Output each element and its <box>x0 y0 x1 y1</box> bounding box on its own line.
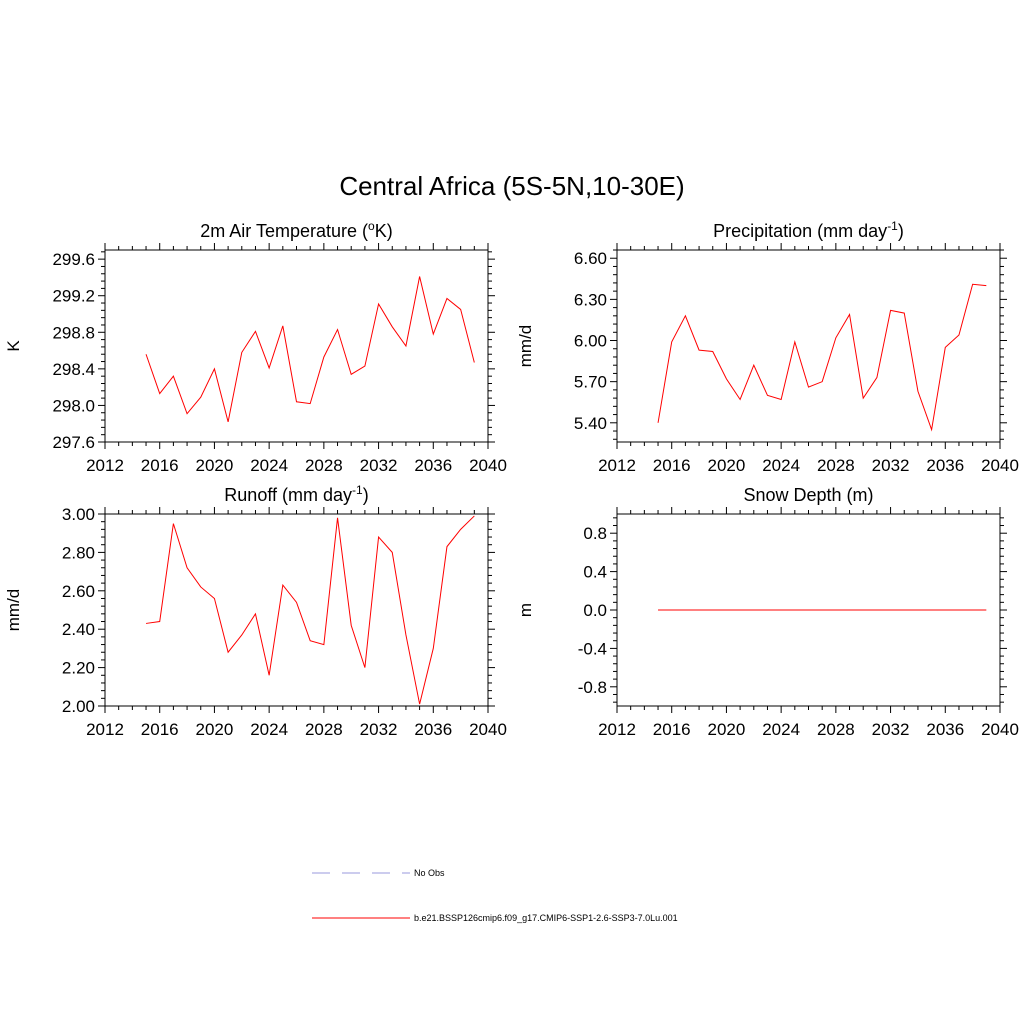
x-tick-label: 2016 <box>141 720 179 739</box>
y-tick-label: 299.2 <box>52 287 95 306</box>
panel-title: 2m Air Temperature (oK) <box>200 219 392 241</box>
title-text: K) <box>375 221 393 241</box>
legend-label: b.e21.BSSP126cmip6.f09_g17.CMIP6-SSP1-2.… <box>414 913 678 923</box>
x-tick-label: 2028 <box>305 720 343 739</box>
y-axis-label: mm/d <box>4 589 23 632</box>
panel-title: Precipitation (mm day-1) <box>713 219 904 241</box>
figure-title: Central Africa (5S-5N,10-30E) <box>339 171 684 201</box>
y-tick-label: 5.70 <box>574 373 607 392</box>
x-tick-label: 2036 <box>926 456 964 475</box>
x-tick-label: 2012 <box>86 720 124 739</box>
title-text: Runoff (mm day <box>224 485 352 505</box>
y-tick-label: 2.80 <box>62 543 95 562</box>
x-tick-label: 2028 <box>817 720 855 739</box>
y-tick-label: 297.6 <box>52 433 95 452</box>
title-text: Precipitation (mm day <box>713 221 887 241</box>
panel-title: Runoff (mm day-1) <box>224 483 368 505</box>
plot-frame <box>104 249 489 443</box>
y-axis-label: mm/d <box>516 325 535 368</box>
y-tick-label: 2.00 <box>62 697 95 716</box>
y-axis-label: m <box>516 603 535 617</box>
y-tick-label: 3.00 <box>62 505 95 524</box>
title-text: Snow Depth (m) <box>743 485 873 505</box>
x-tick-label: 2040 <box>469 456 507 475</box>
x-tick-label: 2032 <box>872 720 910 739</box>
y-tick-label: 0.0 <box>583 601 607 620</box>
y-tick-label: 6.00 <box>574 332 607 351</box>
y-tick-label: 5.40 <box>574 414 607 433</box>
panel-runoff: Runoff (mm day-1) 2012 2016 2020 2024 2028 203… <box>4 483 507 739</box>
panel-precipitation: Precipitation (mm day-1) 2012 2016 2020 2024… <box>516 219 1019 475</box>
x-tick-label: 2024 <box>250 456 288 475</box>
x-tick-label: 2036 <box>414 720 452 739</box>
y-tick-label: 299.6 <box>52 250 95 269</box>
series-line <box>145 515 475 705</box>
y-tick-label: 0.8 <box>583 524 607 543</box>
x-tick-label: 2012 <box>598 720 636 739</box>
x-tick-label: 2040 <box>469 720 507 739</box>
y-axis-label: K <box>4 340 23 352</box>
legend-item: b.e21.BSSP126cmip6.f09_g17.CMIP6-SSP1-2.… <box>312 913 678 923</box>
x-tick-label: 2012 <box>598 456 636 475</box>
title-superscript: o <box>368 219 375 233</box>
y-tick-label: 6.30 <box>574 290 607 309</box>
x-tick-label: 2020 <box>708 456 746 475</box>
title-text: ) <box>898 221 904 241</box>
title-text: ) <box>363 485 369 505</box>
series-line <box>145 276 475 423</box>
x-tick-label: 2012 <box>86 456 124 475</box>
y-tick-label: 298.4 <box>52 360 95 379</box>
x-tick-label: 2036 <box>414 456 452 475</box>
panel-air-temperature: 2m Air Temperature (oK) 2012 2016 2020 2024 2… <box>4 219 507 475</box>
y-tick-label: 2.20 <box>62 659 95 678</box>
x-tick-label: 2032 <box>360 720 398 739</box>
x-tick-label: 2040 <box>981 720 1019 739</box>
x-tick-label: 2024 <box>250 720 288 739</box>
y-tick-label: 298.8 <box>52 323 95 342</box>
title-superscript: -1 <box>887 219 898 233</box>
y-tick-label: 2.40 <box>62 620 95 639</box>
x-tick-label: 2028 <box>817 456 855 475</box>
y-tick-label: 2.60 <box>62 582 95 601</box>
y-tick-label: 6.60 <box>574 249 607 268</box>
x-tick-label: 2020 <box>196 456 234 475</box>
legend-item: No Obs <box>312 868 445 878</box>
panel-snow-depth: Snow Depth (m) 2012 2016 2020 2024 2028 2032 20… <box>516 485 1019 739</box>
x-tick-label: 2032 <box>360 456 398 475</box>
y-tick-label: 0.4 <box>583 563 607 582</box>
x-tick-label: 2016 <box>141 456 179 475</box>
legend: No Obs b.e21.BSSP126cmip6.f09_g17.CMIP6-S… <box>312 868 678 923</box>
x-tick-label: 2028 <box>305 456 343 475</box>
series-line <box>657 283 987 432</box>
plot-frame <box>616 249 1001 443</box>
x-tick-label: 2016 <box>653 720 691 739</box>
x-tick-label: 2016 <box>653 456 691 475</box>
title-superscript: -1 <box>352 483 363 497</box>
x-tick-label: 2020 <box>196 720 234 739</box>
y-tick-label: -0.8 <box>578 678 607 697</box>
x-tick-label: 2036 <box>926 720 964 739</box>
x-tick-label: 2024 <box>762 456 800 475</box>
x-tick-label: 2024 <box>762 720 800 739</box>
plot-frame <box>104 513 489 707</box>
x-tick-label: 2032 <box>872 456 910 475</box>
panel-title: Snow Depth (m) <box>743 485 873 505</box>
x-tick-label: 2040 <box>981 456 1019 475</box>
y-tick-label: 298.0 <box>52 396 95 415</box>
x-tick-label: 2020 <box>708 720 746 739</box>
panels: 2m Air Temperature (oK)2012 2016 2020 2024 2… <box>4 219 1019 739</box>
y-tick-label: -0.4 <box>578 639 607 658</box>
title-text: 2m Air Temperature ( <box>200 221 368 241</box>
legend-label: No Obs <box>414 868 445 878</box>
